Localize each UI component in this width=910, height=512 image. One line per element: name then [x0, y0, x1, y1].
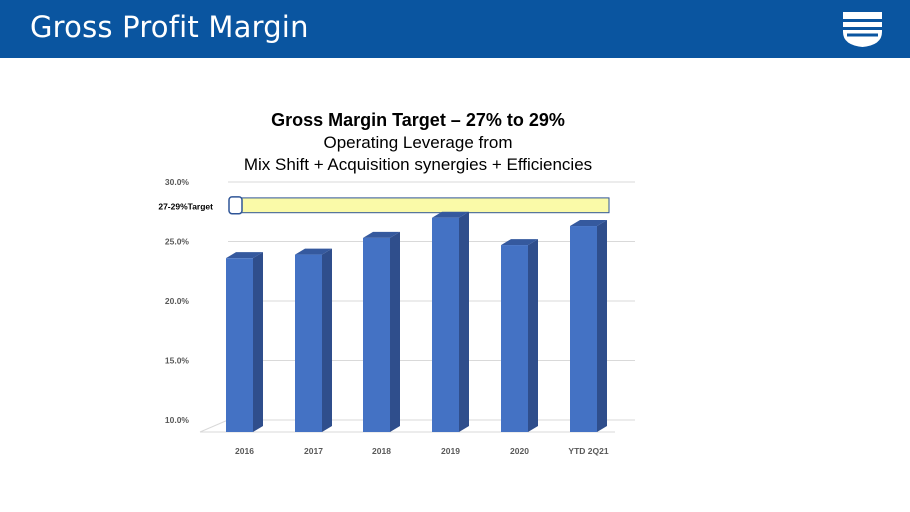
- chart-subtitle-line-1: Operating Leverage from: [323, 133, 513, 152]
- company-shield-logo-icon: [843, 12, 882, 47]
- x-tick-label: 2018: [372, 446, 391, 456]
- x-tick-label: 2019: [441, 446, 460, 456]
- bar: [432, 217, 459, 432]
- x-tick-label: 2016: [235, 446, 254, 456]
- chart-title: Gross Margin Target – 27% to 29%: [271, 110, 565, 130]
- page-title: Gross Profit Margin: [30, 10, 309, 44]
- chart-subtitle-line-2: Mix Shift + Acquisition synergies + Effi…: [243, 155, 593, 174]
- x-tick-label: YTD 2Q21: [568, 446, 608, 456]
- bar-top: [295, 248, 332, 255]
- bar-top: [570, 220, 607, 227]
- bar: [295, 254, 322, 432]
- bar: [226, 258, 253, 432]
- target-band-callout: [228, 196, 243, 215]
- bar-side: [597, 220, 607, 432]
- y-tick-label: 10.0%: [165, 415, 190, 425]
- bar-side: [322, 248, 332, 432]
- y-tick-label: 30.0%: [165, 177, 190, 187]
- bar: [501, 245, 528, 432]
- bar-top: [432, 211, 469, 218]
- bar-top: [226, 252, 263, 259]
- target-band: [239, 197, 610, 214]
- bar: [363, 237, 390, 432]
- bar-side: [390, 231, 400, 432]
- header-bar: Gross Profit Margin: [0, 0, 910, 58]
- bar-side: [253, 252, 263, 432]
- y-tick-label: 20.0%: [165, 296, 190, 306]
- bar: [570, 226, 597, 432]
- y-tick-label: 25.0%: [165, 237, 190, 247]
- bar-top: [501, 239, 538, 246]
- bar-side: [459, 211, 469, 432]
- target-band-label: 27-29%Target: [158, 201, 213, 211]
- x-tick-label: 2017: [304, 446, 323, 456]
- y-tick-label: 15.0%: [165, 356, 190, 366]
- bar-top: [363, 231, 400, 238]
- x-tick-label: 2020: [510, 446, 529, 456]
- bar-side: [528, 239, 538, 432]
- axis-floor-line: [199, 419, 229, 433]
